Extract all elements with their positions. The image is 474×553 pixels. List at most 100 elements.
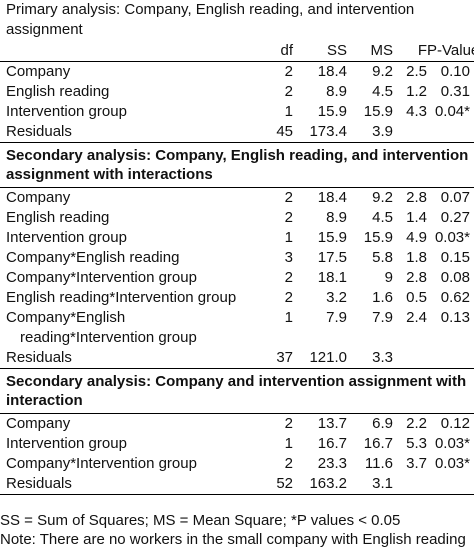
cell-df: 1 [284, 229, 293, 246]
cell-ms: 3.3 [372, 349, 393, 366]
row-label: Residuals [6, 123, 72, 140]
cell-f [393, 122, 427, 143]
table-row: Company*English reading 3 17.5 5.8 1.8 0.15 [0, 248, 474, 268]
row-label: Residuals [0, 474, 255, 495]
cell-p-value: 0.07 [440, 189, 470, 206]
cell-ss: 18.1 [317, 269, 347, 286]
cell-ss: 18.4 [317, 63, 347, 80]
cell-f: 2.4 [406, 309, 427, 326]
table-row: English reading 2 8.9 4.5 1.4 0.27 [0, 208, 474, 228]
row-label: Company*Intervention group [6, 455, 197, 472]
footnote-note: Note: There are no workers in the small … [0, 531, 466, 548]
row-label: Company [6, 189, 71, 206]
cell-df: 2 [284, 269, 293, 286]
cell-p-value [427, 348, 474, 369]
cell-ms: 6.9 [372, 415, 393, 432]
cell-p-value: 0.03* [434, 435, 470, 452]
cell-df: 2 [284, 209, 293, 226]
row-label: Intervention group [6, 435, 127, 452]
cell-ss: 23.3 [317, 455, 347, 472]
cell-df: 1 [284, 309, 293, 326]
cell-ms: 15.9 [363, 103, 393, 120]
cell-df: 3 [284, 249, 293, 266]
cell-ss: 15.9 [317, 103, 347, 120]
cell-ms: 7.9 [372, 309, 393, 326]
cell-p-value: 0.15 [440, 249, 470, 266]
cell-ms: 5.8 [372, 249, 393, 266]
table-row: English reading*Intervention group 2 3.2 1.… [0, 288, 474, 308]
col-header-df: df [255, 41, 293, 62]
table-row: English reading 2 8.9 4.5 1.2 0.31 [0, 82, 474, 102]
cell-ms: 11.6 [364, 455, 393, 472]
cell-df: 52 [255, 474, 293, 495]
cell-ms: 3.9 [372, 123, 393, 140]
row-label: English reading [6, 83, 110, 100]
cell-ss: 18.4 [317, 189, 347, 206]
cell-df: 2 [284, 63, 293, 80]
cell-p-value: 0.03* [434, 455, 470, 472]
table-row: Company*English reading*Intervention grou… [0, 308, 474, 348]
col-header-f: F [393, 41, 427, 62]
row-label: Company*English reading*Intervention grou… [0, 308, 255, 348]
cell-f [393, 474, 427, 495]
col-header-ms: MS [347, 41, 393, 62]
row-label: English reading*Intervention group [6, 289, 237, 306]
anova-table: df SS MS F P-Value Company 2 18.4 9.2 2.5 0.1… [0, 41, 474, 495]
cell-p-value: 0.27 [440, 209, 470, 226]
section-header-row: Secondary analysis: Company, English rea… [0, 142, 474, 188]
cell-f: 2.8 [406, 269, 427, 286]
row-label: Company [6, 63, 71, 80]
table-row: Intervention group 1 15.9 15.9 4.3 0.04* [0, 102, 474, 122]
cell-df: 1 [284, 103, 293, 120]
cell-f: 1.4 [406, 209, 427, 226]
cell-df: 2 [284, 415, 293, 432]
cell-f: 5.3 [406, 435, 427, 452]
cell-f: 2.2 [406, 415, 427, 432]
row-label: Intervention group [6, 103, 127, 120]
section-title: Secondary analysis: Company and interven… [0, 368, 474, 414]
row-label-line1: Company*English [6, 309, 126, 326]
cell-ss: 7.9 [326, 309, 347, 326]
cell-ms: 16.7 [363, 435, 393, 452]
table-row: Company*Intervention group 2 23.3 11.6 3.7 0.… [0, 454, 474, 474]
footnote-abbreviations: SS = Sum of Squares; MS = Mean Square; *… [0, 512, 401, 529]
cell-ms: 15.9 [363, 229, 393, 246]
cell-p-value: 0.62 [440, 289, 470, 306]
table-row: Residuals 45 173.4 3.9 [0, 122, 474, 143]
row-label: Residuals [6, 349, 72, 366]
cell-f: 2.5 [406, 63, 427, 80]
cell-ms: 4.5 [372, 209, 393, 226]
cell-df: 2 [284, 455, 293, 472]
cell-p-value: 0.04* [434, 103, 470, 120]
cell-ss: 17.5 [317, 249, 347, 266]
cell-f: 4.3 [406, 103, 427, 120]
cell-ms: 9 [384, 269, 393, 286]
table-row: Company 2 13.7 6.9 2.2 0.12 [0, 414, 474, 435]
row-label: Company [6, 415, 71, 432]
section-title: Secondary analysis: Company, English rea… [0, 142, 474, 188]
cell-f: 2.8 [406, 189, 427, 206]
table-row: Residuals 52 163.2 3.1 [0, 474, 474, 495]
col-header-p-value: P-Value [427, 41, 474, 62]
table-row: Residuals 37 121.0 3.3 [0, 348, 474, 369]
cell-df: 1 [284, 435, 293, 452]
cell-df: 45 [276, 123, 293, 140]
cell-p-value: 0.12 [440, 415, 470, 432]
row-label: Intervention group [6, 229, 127, 246]
cell-ms: 9.2 [372, 189, 393, 206]
row-label: Company*English reading [6, 249, 180, 266]
table-row: Intervention group 1 16.7 16.7 5.3 0.03* [0, 434, 474, 454]
cell-ss: 3.2 [326, 289, 347, 306]
cell-ss: 121.0 [309, 349, 347, 366]
cell-ss: 15.9 [317, 229, 347, 246]
header-row: df SS MS F P-Value [0, 41, 474, 62]
cell-f: 0.5 [406, 289, 427, 306]
cell-p-value [427, 122, 474, 143]
cell-p-value [427, 474, 474, 495]
cell-ms: 1.6 [372, 289, 393, 306]
cell-p-value: 0.10 [440, 63, 470, 80]
col-header-ss: SS [293, 41, 347, 62]
section-header-row: Secondary analysis: Company and interven… [0, 368, 474, 414]
cell-ms: 9.2 [372, 63, 393, 80]
